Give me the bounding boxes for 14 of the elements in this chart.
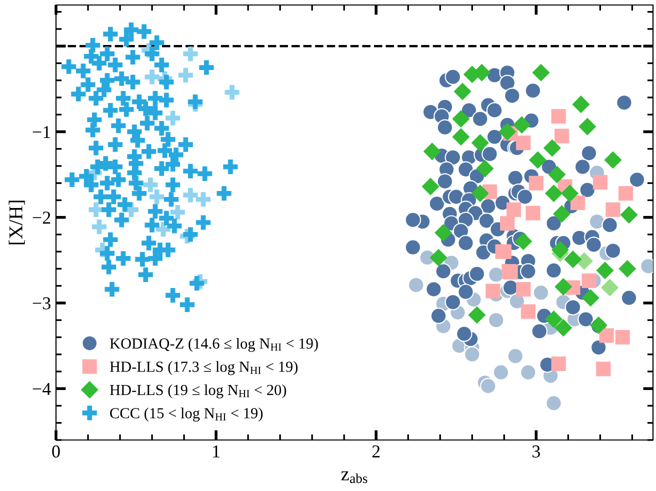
x-tick-label: 1 [213,445,220,458]
legend-label: KODIAQ-Z (14.6 ≤ log N$_{HI}$ < 19) [110,338,318,352]
legend-label: HD-LLS (17.3 ≤ log N$_{HI}$ < 19) [110,361,298,376]
y-tick-label: −3 [32,297,50,310]
x-tick-label: 0 [52,445,60,458]
legend-label: CCC (15 < log N$_{HI}$ < 19) [110,408,263,422]
y-axis-title: [X/H] [8,200,25,244]
x-tick-label: 2 [372,445,380,458]
legend-label: HD-LLS (19 ≤ log N$_{HI}$ < 20) [110,384,286,398]
y-tick-label: −4 [32,383,51,395]
x-tick-label: 3 [532,445,540,458]
x-axis-title: z$_{abs}$ [341,471,368,484]
y-tick-label: −1 [32,126,50,138]
y-tick-label: −2 [32,212,50,224]
